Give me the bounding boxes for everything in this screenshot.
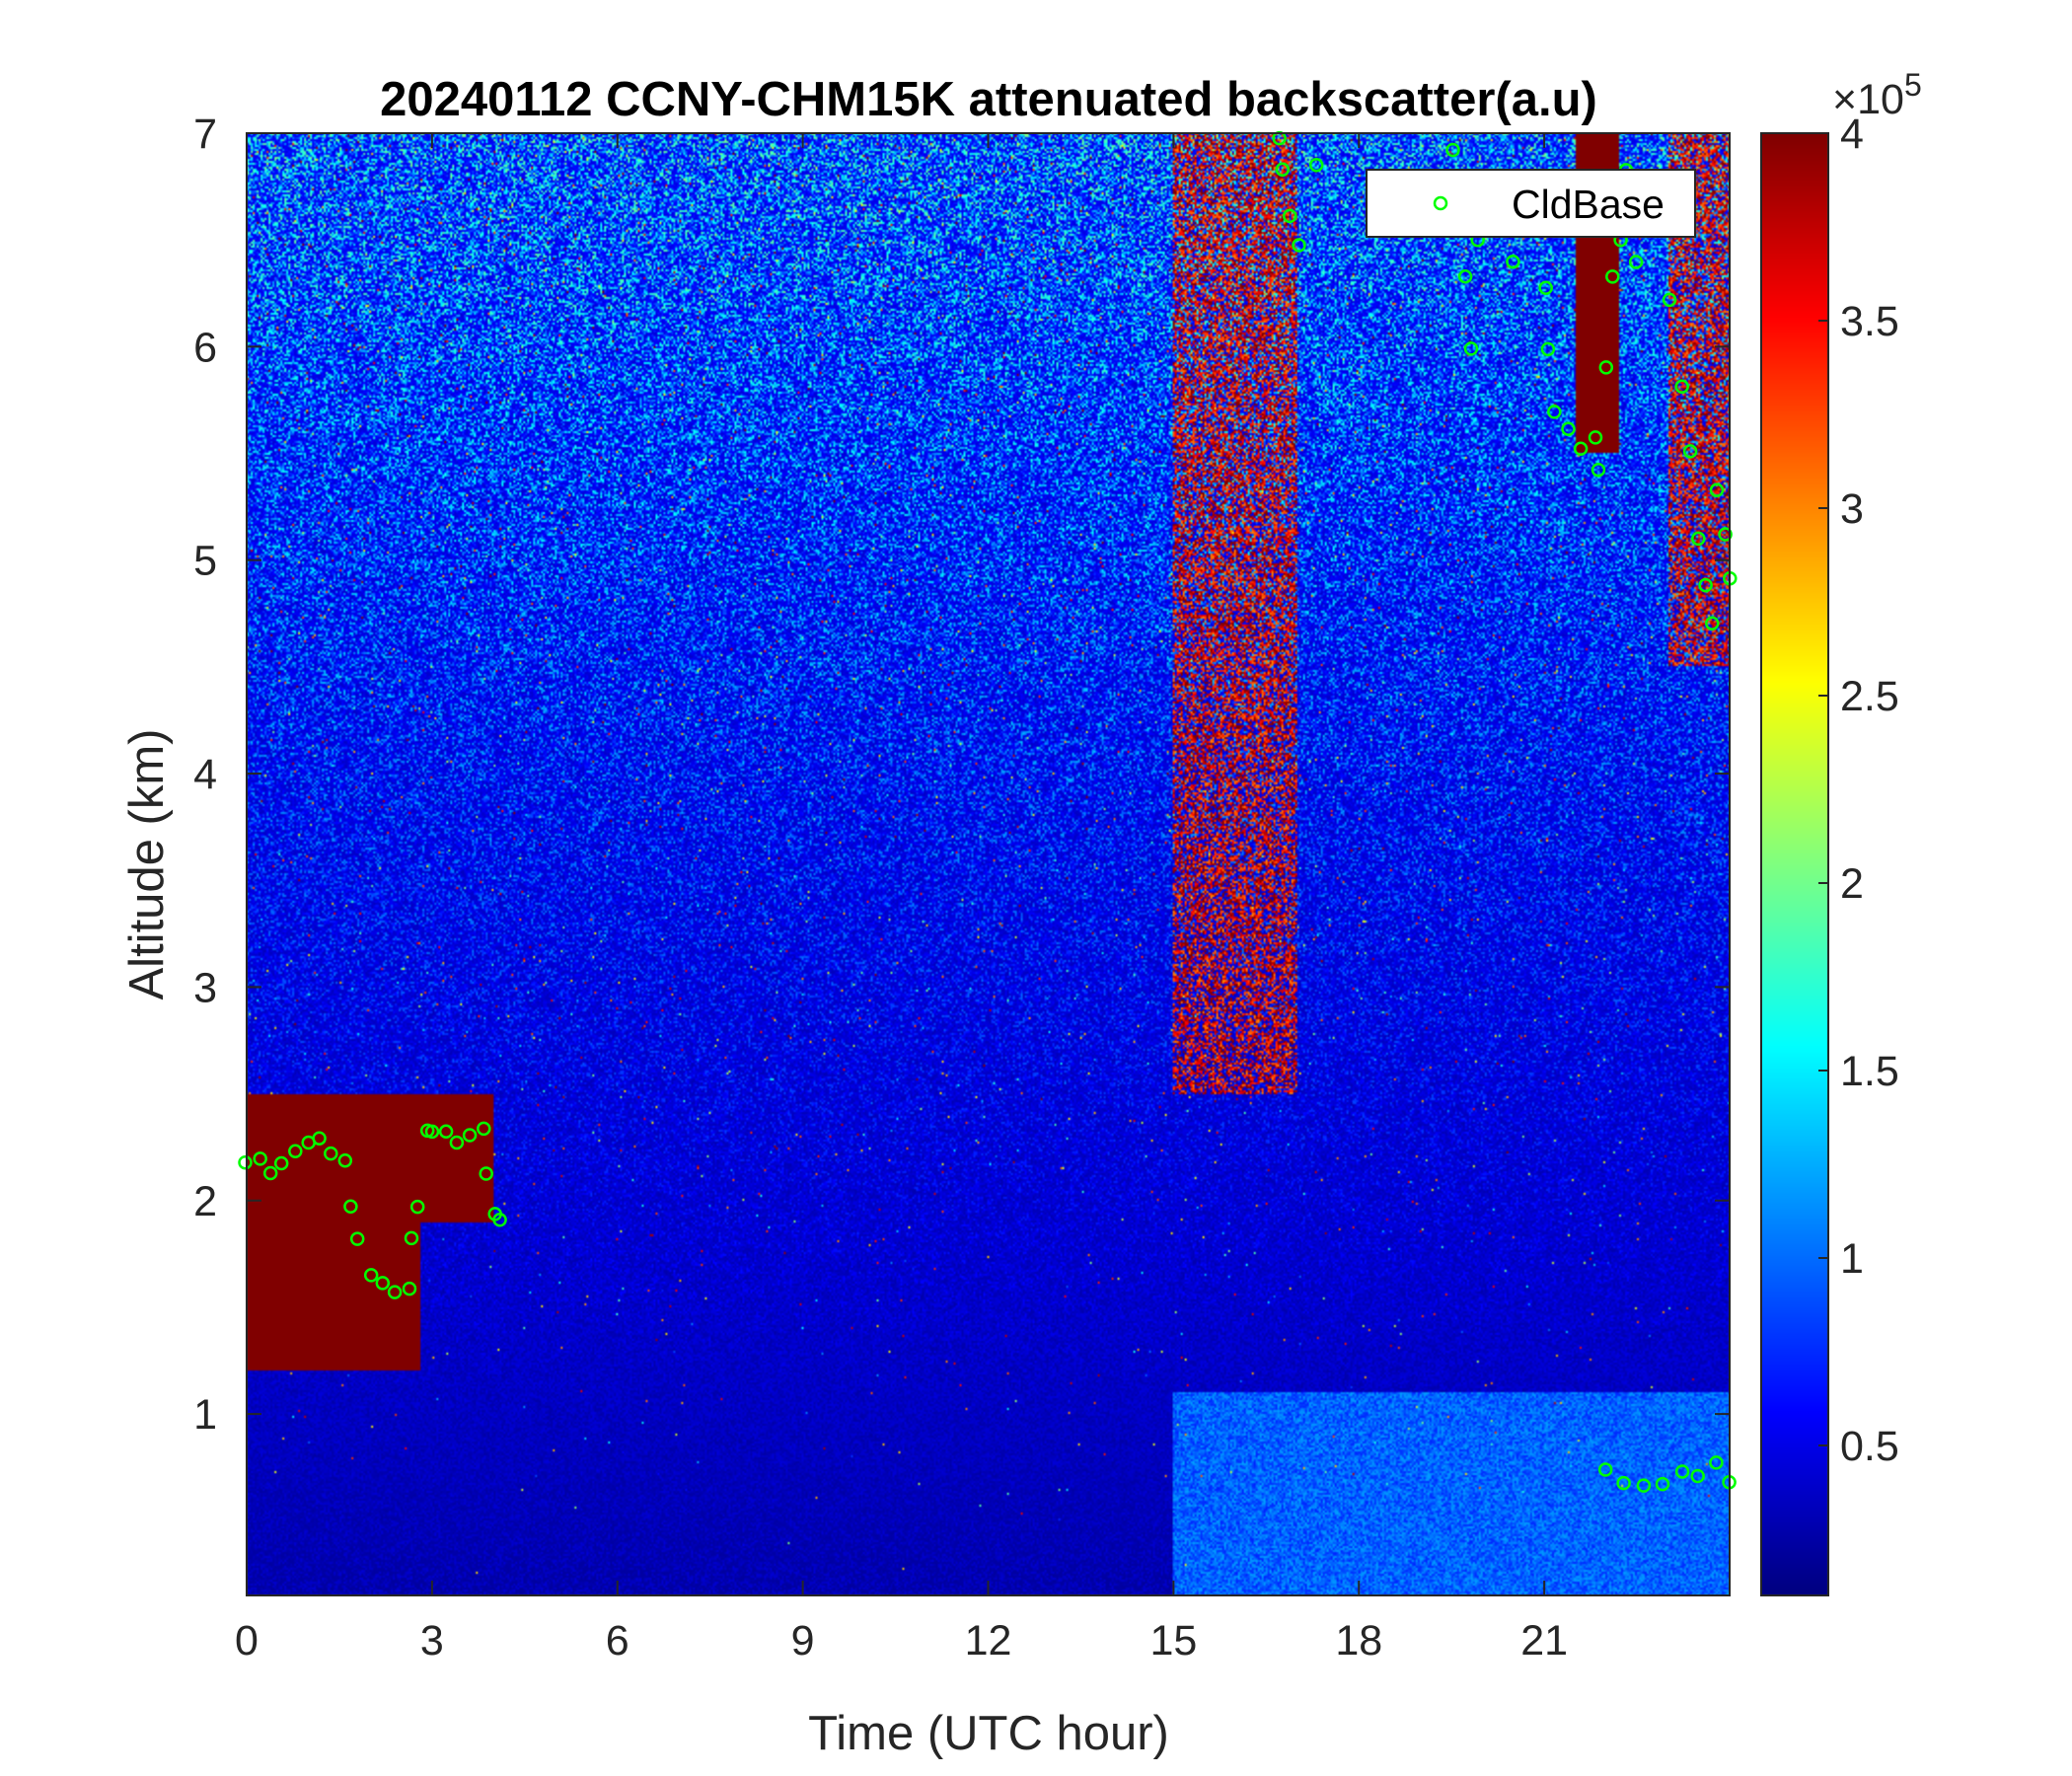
legend-box	[1366, 169, 1696, 238]
cldbase-point	[1691, 531, 1706, 547]
cldbase-point	[424, 1124, 440, 1140]
cldbase-point	[1662, 292, 1677, 308]
cldbase-point	[1628, 255, 1644, 269]
cldbase-point	[1674, 379, 1689, 395]
cldbase-point	[1308, 157, 1324, 173]
y-tick-label: 5	[193, 538, 217, 585]
cldbase-point	[1690, 1468, 1705, 1484]
colorbar-frame	[1760, 132, 1829, 1596]
cldbase-markers	[238, 130, 1738, 1493]
cldbase-point	[402, 1281, 417, 1296]
x-tick-label: 0	[235, 1617, 259, 1665]
cldbase-point	[1282, 208, 1297, 224]
legend-marker-cldbase	[1433, 195, 1448, 211]
colorbar-tick-label: 3	[1840, 485, 1864, 533]
cldbase-point	[1292, 238, 1306, 253]
cldbase-point	[1616, 1475, 1631, 1491]
colorbar-tick-label: 1	[1840, 1235, 1864, 1283]
cldbase-point	[238, 1154, 253, 1170]
y-axis: 1 2 3 4 5 6 7	[193, 111, 1730, 1439]
cldbase-point	[1718, 527, 1733, 542]
cldbase-point	[404, 1230, 419, 1246]
cldbase-point	[1540, 341, 1556, 357]
cldbase-point	[312, 1131, 327, 1146]
y-tick-label: 3	[193, 964, 217, 1011]
cldbase-point	[1597, 1462, 1613, 1477]
cldbase-point	[409, 1199, 425, 1215]
y-tick-label: 6	[193, 324, 217, 371]
x-axis-label: Time (UTC hour)	[808, 1707, 1169, 1760]
cldbase-point	[462, 1128, 478, 1143]
cldbase-point	[1457, 269, 1473, 284]
y-tick-label: 2	[193, 1178, 217, 1225]
colorbar-tick-label: 2	[1840, 860, 1864, 908]
cldbase-point	[273, 1155, 289, 1171]
cldbase-point	[1674, 1464, 1690, 1479]
cldbase-point	[1463, 341, 1479, 356]
x-tick-label: 15	[1149, 1617, 1197, 1665]
cldbase-point	[1636, 1478, 1652, 1493]
cldbase-point	[1538, 280, 1553, 296]
colorbar-exponent-power: 5	[1904, 67, 1922, 103]
colorbar-ticks: 0.5 1 1.5 2 2.5 3 3.5 4	[1818, 111, 1899, 1470]
chart-title: 20240112 CCNY-CHM15K attenuated backscat…	[380, 73, 1597, 126]
cldbase-point	[343, 1199, 358, 1215]
y-tick-label: 1	[193, 1391, 217, 1439]
cldbase-point	[1591, 462, 1606, 478]
cldbase-point	[1698, 577, 1713, 593]
colorbar-tick-label: 2.5	[1840, 673, 1899, 720]
x-tick-label: 18	[1335, 1617, 1382, 1665]
cldbase-point	[1655, 1476, 1670, 1492]
cldbase-point	[438, 1124, 454, 1140]
colorbar-exponent: ×105	[1832, 67, 1922, 123]
cldbase-point	[479, 1166, 493, 1181]
x-axis: 0 3 6 9 12 15 18 21	[235, 133, 1568, 1665]
cldbase-point	[324, 1146, 338, 1161]
colorbar-tick-label: 1.5	[1840, 1048, 1899, 1095]
cldbase-point	[1573, 441, 1589, 457]
cldbase-point	[1682, 444, 1698, 459]
cldbase-point	[1704, 616, 1720, 630]
legend: CldBase	[1366, 169, 1696, 238]
x-tick-label: 9	[791, 1617, 815, 1665]
y-axis-label: Altitude (km)	[120, 728, 174, 999]
x-tick-label: 12	[965, 1617, 1012, 1665]
colorbar-tick-label: 4	[1840, 111, 1864, 158]
cldbase-point	[1445, 142, 1460, 158]
cldbase-point	[363, 1268, 379, 1283]
cldbase-point	[449, 1135, 465, 1150]
cldbase-point	[1709, 482, 1725, 498]
y-tick-label: 7	[193, 111, 217, 158]
cldbase-point	[1605, 269, 1620, 284]
legend-label-cldbase: CldBase	[1512, 182, 1665, 227]
cldbase-point	[337, 1153, 353, 1168]
colorbar-tick-label: 3.5	[1840, 298, 1899, 345]
x-tick-label: 6	[606, 1617, 629, 1665]
cldbase-point	[492, 1213, 507, 1227]
cldbase-point	[477, 1121, 491, 1137]
plot-area-frame	[246, 132, 1731, 1596]
cldbase-point	[262, 1165, 278, 1181]
cldbase-point	[1547, 405, 1562, 419]
cldbase-point	[1598, 360, 1614, 375]
cldbase-point	[1709, 1455, 1724, 1470]
y-tick-label: 4	[193, 751, 217, 798]
cldbase-point	[253, 1151, 267, 1166]
colorbar-tick-label: 0.5	[1840, 1423, 1899, 1470]
cldbase-point	[349, 1231, 365, 1246]
cldbase-point	[1561, 421, 1576, 436]
colorbar-gradient	[1761, 133, 1828, 1595]
cldbase-point	[1506, 254, 1520, 269]
cldbase-point	[1275, 162, 1291, 178]
cldbase-point	[387, 1285, 403, 1299]
backscatter-heatmap	[247, 133, 1730, 1595]
colorbar-exponent-base: ×10	[1832, 76, 1904, 123]
cldbase-point	[288, 1144, 303, 1159]
cldbase-point	[375, 1276, 391, 1291]
x-tick-label: 3	[420, 1617, 444, 1665]
x-tick-label: 21	[1520, 1617, 1568, 1665]
cldbase-point	[1588, 430, 1603, 445]
